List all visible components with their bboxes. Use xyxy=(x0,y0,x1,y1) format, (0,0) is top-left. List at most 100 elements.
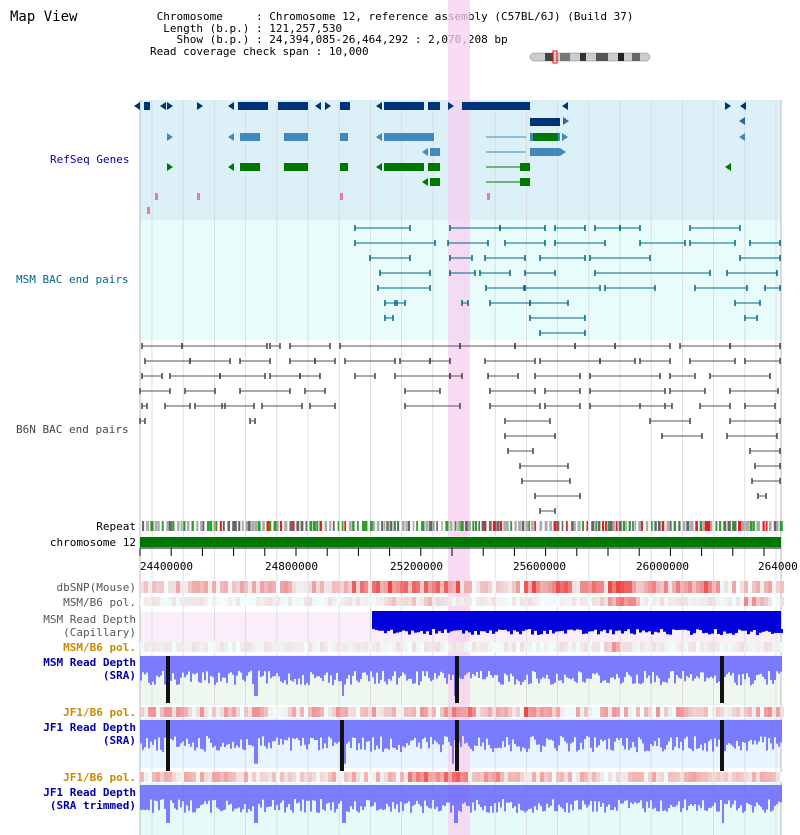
heat-cell xyxy=(776,772,780,782)
depth-bar xyxy=(216,720,218,751)
chromosome-ideogram-icon[interactable] xyxy=(529,50,651,64)
heat-cell xyxy=(520,581,524,593)
heat-cell xyxy=(572,597,576,606)
tick-label-2: 25200000 xyxy=(390,560,443,573)
depth-bar xyxy=(526,785,528,811)
heat-cell xyxy=(264,581,268,593)
heat-cell xyxy=(740,581,744,593)
heat-cell xyxy=(624,772,628,782)
repeat-block xyxy=(732,521,735,531)
repeat-track[interactable] xyxy=(142,521,783,531)
heat-cell xyxy=(188,707,192,717)
depth-bar xyxy=(256,656,258,696)
heat-cell xyxy=(168,597,172,606)
depth-bar xyxy=(308,656,310,685)
depth-bar xyxy=(538,656,540,684)
heat-cell xyxy=(336,642,340,652)
depth-bar xyxy=(598,720,600,746)
heat-cell xyxy=(516,597,520,606)
heat-cell xyxy=(244,707,248,717)
depth-bar xyxy=(218,656,220,673)
depth-bar xyxy=(636,785,638,804)
heat-cell xyxy=(196,642,200,652)
depth-bar xyxy=(573,629,576,631)
repeat-block xyxy=(177,521,180,531)
depth-bar xyxy=(668,785,670,808)
heat-cell xyxy=(580,642,584,652)
depth-bar xyxy=(696,656,698,677)
gene-marker xyxy=(155,193,158,200)
refseq-genes-track[interactable] xyxy=(134,102,746,214)
depth-bar xyxy=(396,629,399,633)
depth-bar xyxy=(774,656,776,680)
depth-bar xyxy=(572,720,574,743)
heat-cell xyxy=(776,707,780,717)
strand-arrow-icon xyxy=(167,163,173,171)
repeat-block xyxy=(715,521,718,531)
depth-bar xyxy=(524,656,526,680)
heat-cell xyxy=(348,772,352,782)
heat-cell xyxy=(360,707,364,717)
depth-bar xyxy=(354,785,356,802)
depth-bar xyxy=(280,720,282,739)
depth-bar xyxy=(564,785,566,813)
depth-bar xyxy=(580,656,582,673)
depth-bar xyxy=(708,656,710,679)
heat-cell xyxy=(724,772,728,782)
heat-cell xyxy=(512,642,516,652)
depth-bar xyxy=(404,656,406,675)
depth-bar xyxy=(760,785,762,807)
heat-cell xyxy=(156,772,160,782)
depth-bar xyxy=(234,785,236,809)
depth-bar xyxy=(778,656,780,674)
depth-bar xyxy=(681,629,684,630)
depth-bar xyxy=(372,656,374,678)
depth-bar xyxy=(548,720,550,740)
heat-cell xyxy=(376,597,380,606)
heat-cell xyxy=(344,581,348,593)
depth-bar xyxy=(496,656,498,676)
depth-bar xyxy=(470,785,472,813)
depth-bar xyxy=(262,656,264,676)
depth-bar xyxy=(492,629,495,634)
polymorphism-heatmaps[interactable] xyxy=(140,581,784,782)
depth-bar xyxy=(436,656,438,679)
repeat-block xyxy=(344,521,347,531)
heat-cell xyxy=(152,707,156,717)
chromosome-bar[interactable] xyxy=(140,537,781,547)
depth-bar xyxy=(414,656,416,684)
heat-cell xyxy=(212,707,216,717)
depth-bar xyxy=(382,720,384,752)
b6n-bac-track[interactable] xyxy=(139,343,781,514)
heat-cell xyxy=(384,772,388,782)
depth-bar xyxy=(660,785,662,801)
depth-bar xyxy=(644,720,646,752)
depth-bar xyxy=(268,720,270,743)
read-depth-tracks[interactable] xyxy=(140,611,783,823)
depth-bar xyxy=(482,656,484,680)
heat-cell xyxy=(652,707,656,717)
depth-bar xyxy=(384,720,386,749)
depth-bar xyxy=(435,629,438,634)
depth-bar xyxy=(184,720,186,746)
heat-cell xyxy=(768,642,772,652)
depth-bar xyxy=(296,785,298,804)
depth-bar xyxy=(258,720,260,739)
heat-cell xyxy=(568,707,572,717)
msm-bac-track[interactable] xyxy=(354,225,781,336)
heat-cell xyxy=(236,642,240,652)
heat-cell xyxy=(456,597,460,606)
heat-cell xyxy=(732,772,736,782)
depth-bar xyxy=(620,656,622,684)
depth-bar xyxy=(182,720,184,742)
depth-bar xyxy=(338,785,340,804)
heat-cell xyxy=(664,597,668,606)
depth-bar xyxy=(458,785,460,811)
depth-bar xyxy=(603,629,606,630)
repeat-block xyxy=(625,521,628,531)
heat-cell xyxy=(580,597,584,606)
heat-cell xyxy=(464,772,468,782)
heat-cell xyxy=(656,772,660,782)
depth-bar xyxy=(412,720,414,741)
